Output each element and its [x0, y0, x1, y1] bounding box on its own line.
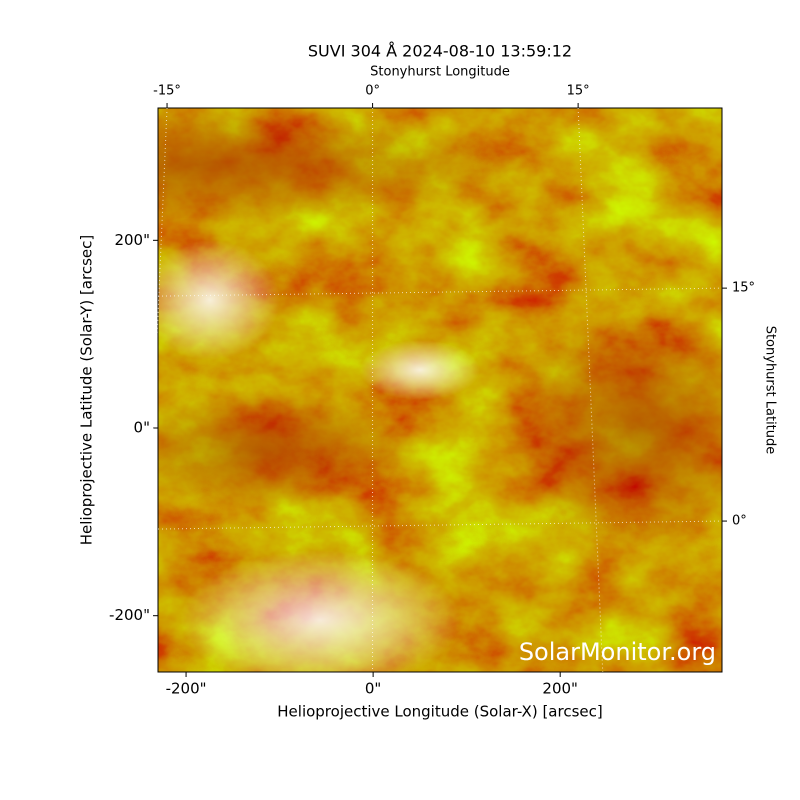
x2-tick-label: 15° [567, 84, 590, 99]
y-tick-label: 0" [134, 419, 150, 437]
x-tick-label: -200" [166, 680, 207, 698]
watermark: SolarMonitor.org [519, 638, 716, 666]
x-tick-label: 200" [542, 680, 578, 698]
y2-tick-label: 0° [732, 514, 747, 529]
x2-tick-label: 0° [365, 84, 380, 99]
y2-tick-label: 15° [732, 281, 755, 296]
y2-axis-label: Stonyhurst Latitude [763, 326, 778, 455]
y-tick-label: 200" [114, 231, 150, 249]
solar-image [158, 108, 722, 672]
x2-tick-label: -15° [153, 84, 181, 99]
x-tick-label: 0" [365, 680, 381, 698]
x-axis-label: Helioprojective Longitude (Solar-X) [arc… [277, 703, 602, 721]
plot-frame [157, 107, 723, 673]
x2-axis-label: Stonyhurst Longitude [370, 65, 510, 80]
y-axis-label: Helioprojective Latitude (Solar-Y) [arcs… [78, 235, 96, 545]
y-tick-label: -200" [109, 606, 150, 624]
chart-title: SUVI 304 Å 2024-08-10 13:59:12 [308, 42, 572, 61]
